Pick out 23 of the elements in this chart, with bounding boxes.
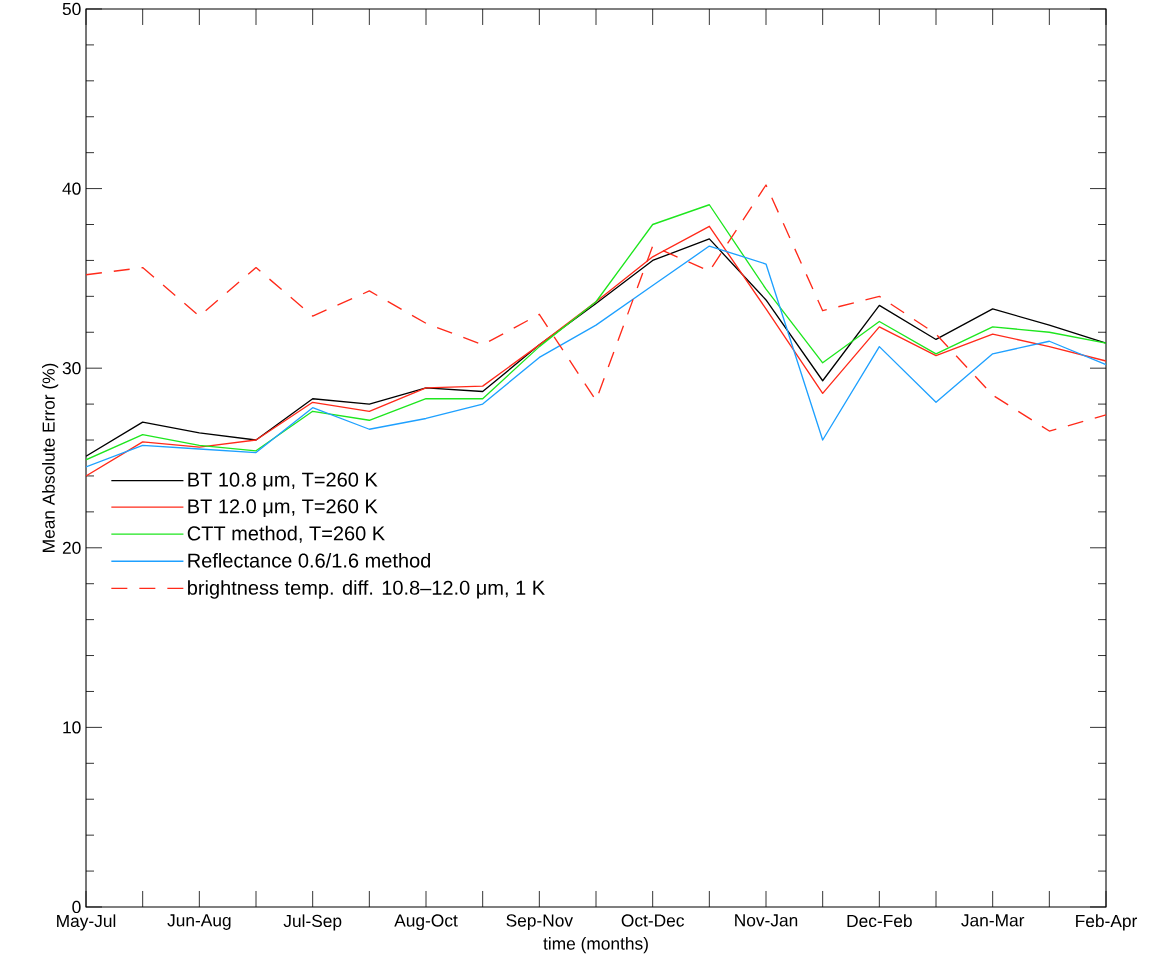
y-tick-label: 10 <box>63 721 81 734</box>
x-tick-label: Jun-Aug <box>167 914 231 930</box>
y-tick-label: 0 <box>72 900 81 914</box>
legend-label: BT 10.8 μm, T=260 K <box>188 472 378 491</box>
x-tick-label: Dec-Feb <box>847 914 912 928</box>
x-tick-label: Oct-Dec <box>621 914 685 927</box>
x-tick-label: Sep-Nov <box>506 914 573 931</box>
x-tick-label: Jul-Sep <box>283 914 342 931</box>
x-tick-label: Aug-Oct <box>394 914 458 931</box>
x-axis-title: time (months) <box>543 937 648 954</box>
legend-label: BT 12.0 μm, T=260 K <box>188 499 378 517</box>
x-tick-label: Nov-Jan <box>735 914 798 927</box>
legend-label: Reflectance 0.6/1.6 method <box>188 552 431 568</box>
x-tick-label: Jan-Mar <box>961 914 1025 927</box>
legend-label: brightness temp. diff. 10.8–12.0 μm, 1 K <box>188 580 545 599</box>
legend-label: CTT method, T=260 K <box>187 525 385 543</box>
y-tick-label: 20 <box>62 541 81 554</box>
y-tick-label: 40 <box>62 182 81 195</box>
x-tick-label: Feb-Apr <box>1076 914 1138 931</box>
y-tick-label: 30 <box>62 362 81 375</box>
y-tick-label: 50 <box>62 2 81 16</box>
x-tick-label: May-Jul <box>57 914 116 931</box>
y-axis-title: Mean Absolute Error (%) <box>42 363 59 552</box>
